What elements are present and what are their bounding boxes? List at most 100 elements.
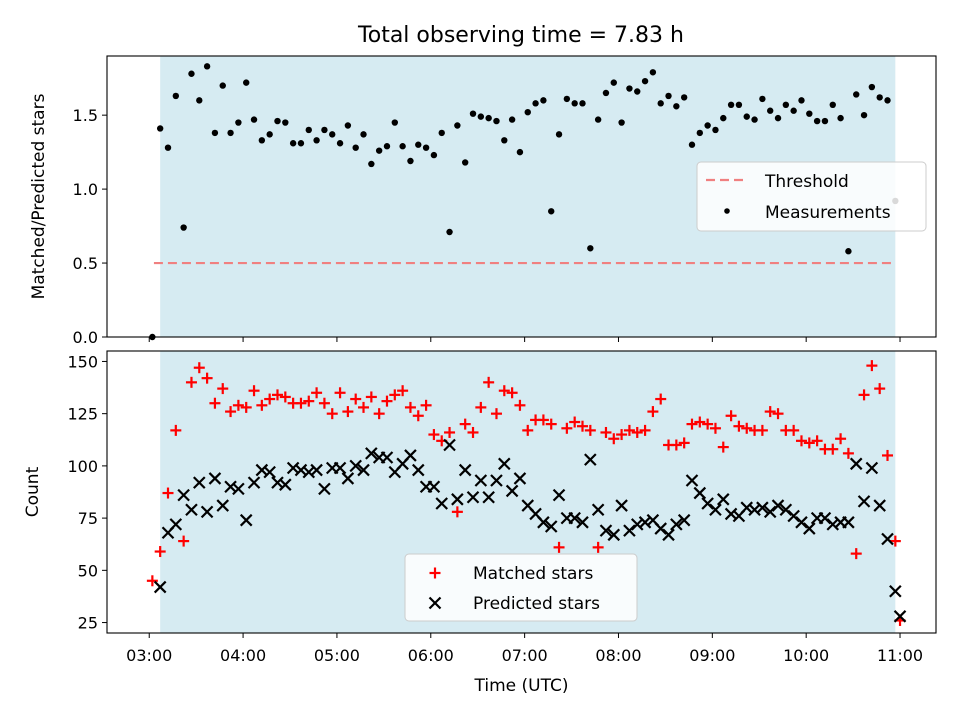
measurement-point [821,117,829,125]
bottom-x-tick-label: 09:00 [689,646,735,665]
measurement-point [860,111,868,119]
matched-star-point [162,487,174,499]
measurement-point [594,116,602,123]
predicted-star-point [662,528,675,542]
matched-star-point [506,387,518,399]
predicted-star-point [498,457,511,471]
matched-star-point [271,389,283,401]
matched-star-point [318,397,330,409]
measurement-point [610,79,617,86]
top-y-tick-label: 1.0 [73,180,98,199]
matched-star-point [616,429,628,441]
predicted-star-point [748,503,761,517]
measurement-point [329,131,336,138]
matched-star-point [412,410,424,422]
predicted-star-point [591,503,605,517]
predicted-star-point [857,495,871,508]
predicted-star-point [435,497,449,510]
measurement-point [266,131,273,138]
matched-star-point [827,443,839,455]
matched-star-point [397,385,409,397]
top-x-ticks [148,337,901,342]
measurement-point [203,63,211,70]
measurement-point [516,148,524,156]
matched-star-point [483,376,495,388]
measurement-point [461,159,469,166]
bottom-legend: Matched stars Predicted stars [404,553,638,622]
predicted-star-point [842,516,855,529]
measurement-point [743,113,750,120]
legend-predicted-label: Predicted stars [473,594,600,614]
measurement-point [211,129,219,137]
matched-star-point [545,418,557,430]
predicted-star-point [318,482,331,496]
matched-star-point [185,376,197,388]
predicted-star-point [208,472,222,485]
matched-star-point [655,393,667,405]
predicted-star-point [286,461,300,475]
matched-star-point [741,422,753,434]
matched-star-point [639,424,651,436]
measurement-point [391,119,399,126]
matched-star-point [225,406,237,418]
measurement-point [555,131,563,138]
matched-star-point [451,506,463,518]
matched-star-point [600,426,612,438]
matched-star-point [256,399,268,411]
predicted-star-point [607,528,621,542]
measurement-point [876,94,883,101]
predicted-star-point [513,472,527,485]
bottom-x-tick-label: 07:00 [502,646,548,665]
measurement-point [360,131,367,138]
measurement-point [618,119,625,126]
matched-star-point [882,449,894,461]
top-y-ticks: 0.0 0.5 1.0 1.5 [73,106,107,347]
measurement-point [258,137,266,144]
measurement-point [274,117,281,125]
measurement-point [540,97,547,104]
matched-star-point [303,395,315,407]
matched-star-point [702,418,714,430]
bottom-panel: 25 50 75 100 125 150 03:00 04:00 05:00 06:00 07:0… [23,350,937,696]
measurement-point [188,70,195,77]
predicted-star-point [279,478,292,491]
predicted-star-point [365,447,378,460]
measurement-point [735,101,743,109]
measurement-point [657,100,664,107]
measurement-point [344,122,352,129]
top-y-tick-label: 1.5 [73,106,98,125]
predicted-star-point [153,580,167,594]
measurement-point [164,144,172,151]
measurement-point [399,143,406,150]
top-y-tick-label: 0.5 [73,254,98,273]
measurement-point [806,110,813,117]
matched-star-point [592,541,604,553]
matched-star-point [772,408,784,420]
measurement-point [336,140,344,147]
measurement-point [469,110,477,117]
predicted-star-point [411,463,425,477]
bottom-legend-box [404,553,638,622]
matched-star-point [373,408,385,420]
measurement-point [813,117,821,125]
measurement-point [454,122,461,129]
measurement-point [548,208,555,215]
matched-star-point [522,424,534,436]
matched-star-point [577,420,589,432]
matched-star-point [358,401,370,413]
predicted-star-point [889,584,902,598]
predicted-star-point [693,486,707,500]
matched-star-point [146,575,158,587]
matched-star-point [842,447,854,459]
legend-measurements-label: Measurements [765,203,891,223]
predicted-star-point [849,457,863,471]
predicted-star-point [771,499,785,512]
measurement-point [712,126,719,134]
measurement-point [282,119,289,126]
predicted-star-point [615,499,628,512]
bottom-y-tick-label: 50 [78,561,98,580]
measurement-point [688,141,696,148]
predicted-star-point [294,463,308,477]
matched-star-point [193,362,205,374]
